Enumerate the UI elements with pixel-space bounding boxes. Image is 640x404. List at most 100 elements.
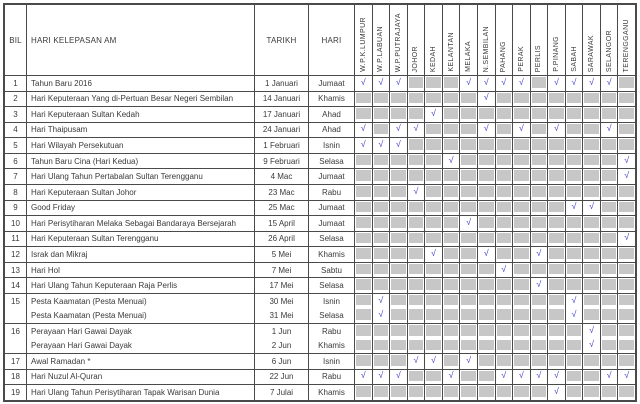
na-box bbox=[619, 279, 634, 290]
day-cell: Rabu bbox=[309, 369, 355, 385]
date-cell: 26 April bbox=[255, 231, 309, 247]
check-mark: √ bbox=[395, 370, 401, 381]
na-cell-selangor bbox=[599, 293, 618, 309]
na-cell-johor bbox=[406, 278, 425, 293]
holiday-row-group: 9 Good Friday 25 Mac Jumaat √ √ bbox=[5, 200, 635, 217]
na-box bbox=[461, 123, 476, 135]
check-cell-w-p-k-lumpur: √ bbox=[355, 123, 372, 138]
date-cell: 4 Mac bbox=[255, 169, 309, 184]
na-cell-w-p-labuan bbox=[371, 278, 390, 293]
holiday-row: 2 Hari Keputeraan Yang di-Pertuan Besar N… bbox=[5, 91, 635, 107]
na-cell-kedah bbox=[424, 278, 442, 293]
na-cell-johor bbox=[406, 369, 425, 385]
na-box bbox=[584, 232, 599, 244]
holiday-row-group: 14 Hari Ulang Tahun Keputeraan Raja Perli… bbox=[5, 278, 635, 294]
na-box bbox=[566, 108, 582, 119]
na-box bbox=[443, 108, 459, 119]
na-box bbox=[531, 185, 547, 197]
na-cell-perak bbox=[512, 216, 530, 231]
na-box bbox=[531, 201, 547, 213]
holiday-row: 17 Awal Ramadan * 6 Jun Isnin √ √ √ bbox=[5, 354, 635, 369]
na-cell-kedah bbox=[424, 369, 442, 385]
na-cell-kedah bbox=[424, 324, 442, 339]
na-box bbox=[391, 309, 406, 320]
na-box bbox=[566, 386, 582, 397]
na-box bbox=[373, 232, 389, 244]
na-cell-selangor bbox=[599, 278, 618, 293]
na-box bbox=[373, 339, 389, 351]
na-box bbox=[373, 201, 389, 213]
holiday-name-cell: Hari Perisytiharan Melaka Sebagai Bandar… bbox=[27, 216, 255, 231]
na-box bbox=[461, 154, 476, 166]
bil-cell: 19 bbox=[5, 385, 27, 400]
na-cell-w-p-k-lumpur bbox=[355, 278, 372, 293]
na-cell-p-pinang bbox=[547, 200, 565, 216]
na-cell-melaka bbox=[459, 262, 477, 278]
na-box bbox=[356, 294, 371, 306]
na-box bbox=[566, 185, 582, 197]
na-box bbox=[601, 185, 617, 197]
na-cell-perlis bbox=[529, 354, 548, 369]
na-cell-terengganu bbox=[617, 278, 635, 293]
check-mark: √ bbox=[553, 370, 559, 381]
na-box bbox=[531, 139, 547, 150]
na-box bbox=[408, 386, 424, 397]
na-box bbox=[408, 201, 424, 213]
na-box bbox=[461, 201, 476, 213]
check-mark: √ bbox=[413, 354, 419, 365]
holiday-row: 10 Hari Perisytiharan Melaka Sebagai Band… bbox=[5, 216, 635, 231]
holiday-name-cell: Hari Keputeraan Sultan Johor bbox=[27, 184, 255, 200]
na-box bbox=[584, 139, 599, 150]
na-cell-melaka bbox=[459, 91, 477, 107]
na-box bbox=[391, 279, 406, 290]
check-mark: √ bbox=[571, 201, 577, 212]
na-cell-kelantan bbox=[441, 324, 460, 339]
check-mark: √ bbox=[378, 294, 384, 305]
holiday-row: 19 Hari Ulang Tahun Perisytiharan Tapak W… bbox=[5, 385, 635, 400]
check-cell-w-p-putrajaya: √ bbox=[389, 369, 407, 385]
na-box bbox=[584, 309, 599, 320]
na-cell-p-pinang bbox=[547, 184, 565, 200]
na-cell-w-p-k-lumpur bbox=[355, 154, 372, 169]
na-cell-johor bbox=[406, 107, 425, 122]
na-box bbox=[601, 154, 617, 166]
check-cell-w-p-k-lumpur: √ bbox=[355, 138, 372, 153]
na-cell-sabah bbox=[564, 107, 583, 122]
na-box bbox=[426, 309, 441, 320]
na-cell-n-sembilan bbox=[476, 107, 495, 122]
na-box bbox=[584, 92, 599, 104]
na-box bbox=[356, 386, 371, 397]
na-cell-kelantan bbox=[441, 262, 460, 278]
check-mark: √ bbox=[553, 123, 559, 134]
na-cell-kelantan bbox=[441, 76, 460, 91]
na-box bbox=[478, 294, 494, 306]
na-box bbox=[408, 309, 424, 320]
na-box bbox=[443, 248, 459, 259]
na-cell-n-sembilan bbox=[476, 354, 495, 369]
na-box bbox=[566, 92, 582, 104]
bil-cell: 10 bbox=[5, 216, 27, 231]
na-box bbox=[619, 263, 634, 275]
na-box bbox=[426, 232, 441, 244]
state-header-w-p-putrajaya: W.P.PUTRAJAYA bbox=[389, 5, 407, 75]
na-box bbox=[356, 154, 371, 166]
na-cell-perak bbox=[512, 153, 530, 169]
na-box bbox=[356, 201, 371, 213]
na-box bbox=[391, 339, 406, 351]
na-cell-pahang bbox=[494, 216, 513, 231]
na-box bbox=[391, 92, 406, 104]
na-cell-pahang bbox=[494, 138, 513, 153]
check-cell-perlis: √ bbox=[529, 278, 548, 293]
col-header-date: TARIKH bbox=[255, 5, 309, 75]
na-cell-sabah bbox=[564, 385, 583, 400]
na-box bbox=[549, 154, 564, 166]
na-box bbox=[566, 355, 582, 366]
bil-cell: 3 bbox=[5, 107, 27, 122]
na-cell-n-sembilan bbox=[476, 293, 495, 309]
check-cell-n-sembilan: √ bbox=[476, 76, 495, 91]
na-cell-sabah bbox=[564, 338, 583, 354]
na-box bbox=[496, 309, 512, 320]
holiday-name-cell: Hari Wilayah Persekutuan bbox=[27, 138, 255, 153]
state-header-label: MELAKA bbox=[465, 41, 473, 72]
na-box bbox=[373, 386, 389, 397]
